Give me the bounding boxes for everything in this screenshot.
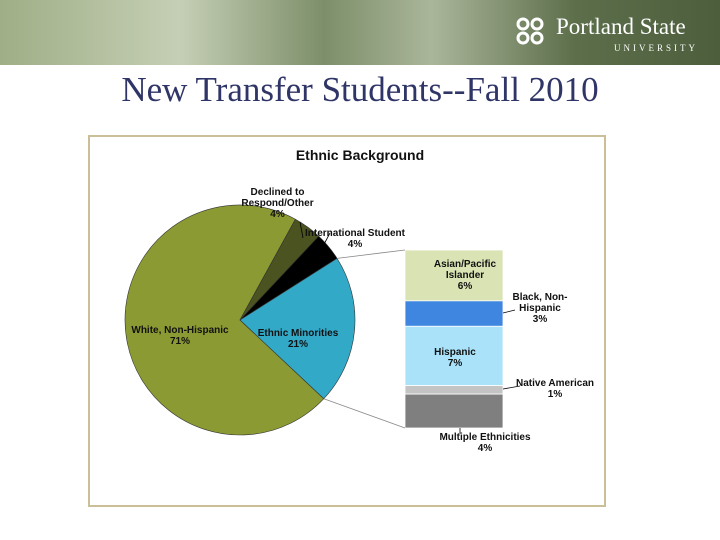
category-label: International Student bbox=[305, 228, 405, 239]
category-label: Declined to Respond/Other bbox=[241, 187, 314, 209]
value-label: 6% bbox=[457, 281, 473, 292]
value-label: 7% bbox=[447, 358, 463, 369]
bar-segment bbox=[404, 385, 504, 395]
leader-line bbox=[502, 309, 516, 314]
data-label: White, Non-Hispanic 71% bbox=[110, 325, 250, 347]
bar-segment bbox=[404, 300, 504, 327]
data-label: Native American 1% bbox=[510, 378, 600, 400]
category-label: Native American bbox=[516, 378, 594, 389]
banner bbox=[0, 0, 720, 65]
data-label: International Student 4% bbox=[300, 228, 410, 250]
value-label: 3% bbox=[532, 314, 548, 325]
connector-line bbox=[323, 398, 406, 429]
bar-segment bbox=[404, 393, 504, 429]
data-label: Black, Non-Hispanic 3% bbox=[505, 292, 575, 325]
data-label: Ethnic Minorities 21% bbox=[248, 328, 348, 350]
slide-title: New Transfer Students--Fall 2010 bbox=[121, 70, 599, 109]
category-label: Asian/Pacific Islander bbox=[433, 259, 497, 281]
category-label: Multiple Ethnicities bbox=[439, 432, 531, 443]
logo-name: Portland State bbox=[556, 14, 686, 39]
value-label: 4% bbox=[270, 209, 285, 220]
value-label: 21% bbox=[287, 339, 308, 350]
category-label: Black, Non-Hispanic bbox=[512, 292, 568, 314]
connector-line bbox=[337, 249, 406, 259]
leader-line bbox=[321, 232, 331, 249]
leader-line bbox=[299, 221, 304, 239]
logo-sub: UNIVERSITY bbox=[614, 43, 698, 53]
chart-title: Ethnic Background bbox=[295, 147, 425, 163]
category-label: Ethnic Minorities bbox=[257, 328, 339, 339]
data-label: Declined to Respond/Other 4% bbox=[230, 187, 325, 220]
data-label: Multiple Ethnicities 4% bbox=[420, 432, 550, 454]
data-label: Asian/Pacific Islander 6% bbox=[430, 259, 500, 292]
value-label: 4% bbox=[477, 443, 493, 454]
value-label: 4% bbox=[347, 239, 363, 250]
pie-slice bbox=[124, 204, 325, 436]
value-label: 1% bbox=[547, 389, 563, 400]
category-label: Hispanic bbox=[434, 347, 476, 358]
pie-slice bbox=[239, 257, 356, 400]
data-label: Hispanic 7% bbox=[430, 347, 480, 369]
category-label: White, Non-Hispanic bbox=[131, 325, 229, 336]
leader-line bbox=[502, 385, 521, 390]
value-label: 71% bbox=[169, 336, 190, 347]
